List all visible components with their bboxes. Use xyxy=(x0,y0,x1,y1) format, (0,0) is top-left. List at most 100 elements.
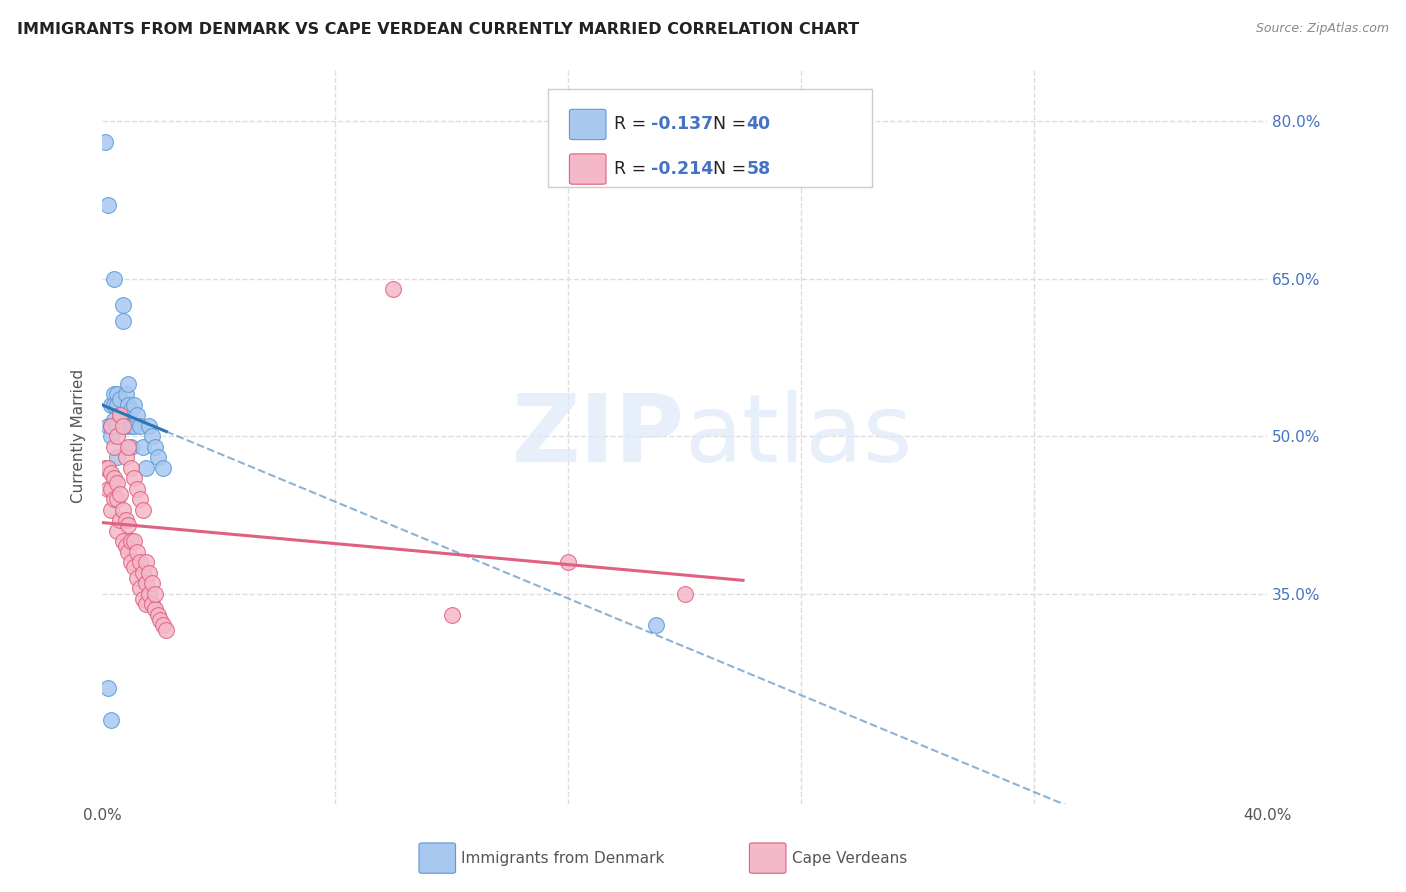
Point xyxy=(132,591,155,606)
Point xyxy=(97,460,120,475)
Point xyxy=(100,429,122,443)
Point xyxy=(108,408,131,422)
Point xyxy=(132,502,155,516)
Point xyxy=(114,450,136,464)
Point xyxy=(97,198,120,212)
Point xyxy=(644,618,666,632)
Point xyxy=(103,271,125,285)
Point xyxy=(114,418,136,433)
Point xyxy=(120,418,142,433)
Text: N =: N = xyxy=(713,115,752,134)
Point xyxy=(111,408,134,422)
Point xyxy=(105,418,128,433)
Point xyxy=(100,418,122,433)
Point xyxy=(105,524,128,538)
Point xyxy=(440,607,463,622)
Point xyxy=(132,440,155,454)
Point xyxy=(143,602,166,616)
Point xyxy=(103,398,125,412)
Point xyxy=(122,418,145,433)
Point xyxy=(117,544,139,558)
Point xyxy=(120,460,142,475)
Text: 40: 40 xyxy=(747,115,770,134)
Point xyxy=(100,398,122,412)
Point xyxy=(557,555,579,569)
Point xyxy=(155,624,177,638)
Point xyxy=(141,429,163,443)
Point xyxy=(132,566,155,580)
Text: -0.137: -0.137 xyxy=(651,115,713,134)
Point xyxy=(108,487,131,501)
Point xyxy=(135,597,157,611)
Point xyxy=(120,402,142,417)
Point xyxy=(129,582,152,596)
Point xyxy=(152,460,174,475)
Point xyxy=(122,560,145,574)
Point xyxy=(127,408,149,422)
Point xyxy=(105,398,128,412)
Point xyxy=(103,471,125,485)
Point xyxy=(117,518,139,533)
Point xyxy=(149,613,172,627)
Point xyxy=(111,313,134,327)
Point xyxy=(117,398,139,412)
Point xyxy=(122,398,145,412)
Point xyxy=(94,460,117,475)
Text: Cape Verdeans: Cape Verdeans xyxy=(792,851,907,865)
Text: N =: N = xyxy=(713,160,752,178)
Point xyxy=(108,513,131,527)
Point xyxy=(105,476,128,491)
Text: Immigrants from Denmark: Immigrants from Denmark xyxy=(461,851,665,865)
Point xyxy=(100,502,122,516)
Text: Source: ZipAtlas.com: Source: ZipAtlas.com xyxy=(1256,22,1389,36)
Point xyxy=(382,282,405,296)
Point xyxy=(129,418,152,433)
Point xyxy=(100,466,122,480)
Point xyxy=(138,586,160,600)
Point xyxy=(111,534,134,549)
Text: IMMIGRANTS FROM DENMARK VS CAPE VERDEAN CURRENTLY MARRIED CORRELATION CHART: IMMIGRANTS FROM DENMARK VS CAPE VERDEAN … xyxy=(17,22,859,37)
Point xyxy=(127,482,149,496)
Point xyxy=(129,555,152,569)
Point xyxy=(129,492,152,507)
Point xyxy=(117,376,139,391)
Point xyxy=(103,387,125,401)
Point xyxy=(114,387,136,401)
Point xyxy=(122,471,145,485)
Point xyxy=(103,492,125,507)
Text: atlas: atlas xyxy=(685,390,912,482)
Text: ZIP: ZIP xyxy=(512,390,685,482)
Point xyxy=(114,539,136,553)
Point xyxy=(141,597,163,611)
Point xyxy=(105,387,128,401)
Point xyxy=(143,440,166,454)
Point xyxy=(138,418,160,433)
Point xyxy=(111,418,134,433)
Point xyxy=(143,586,166,600)
Point xyxy=(120,534,142,549)
Point xyxy=(135,555,157,569)
Point xyxy=(127,571,149,585)
Point xyxy=(100,482,122,496)
Point xyxy=(141,576,163,591)
Point xyxy=(103,413,125,427)
Point xyxy=(105,450,128,464)
Point xyxy=(135,576,157,591)
Point xyxy=(105,492,128,507)
Y-axis label: Currently Married: Currently Married xyxy=(72,369,86,503)
Point xyxy=(111,298,134,312)
Point xyxy=(103,440,125,454)
Point xyxy=(111,502,134,516)
Text: R =: R = xyxy=(614,160,652,178)
Point xyxy=(114,513,136,527)
Text: R =: R = xyxy=(614,115,652,134)
Point xyxy=(146,607,169,622)
Point xyxy=(127,544,149,558)
Text: 58: 58 xyxy=(747,160,770,178)
Point xyxy=(105,429,128,443)
Point xyxy=(100,713,122,727)
Point xyxy=(673,586,696,600)
Point xyxy=(120,555,142,569)
Point xyxy=(122,534,145,549)
Point xyxy=(97,681,120,695)
